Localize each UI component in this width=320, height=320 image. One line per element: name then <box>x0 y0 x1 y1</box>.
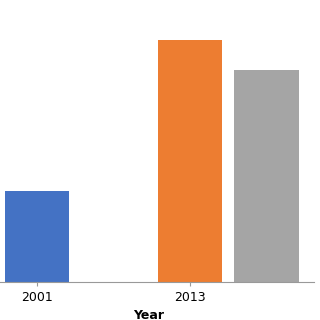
X-axis label: Year: Year <box>133 309 164 320</box>
Bar <box>234 70 299 282</box>
Bar <box>4 191 69 282</box>
Bar <box>158 40 222 282</box>
